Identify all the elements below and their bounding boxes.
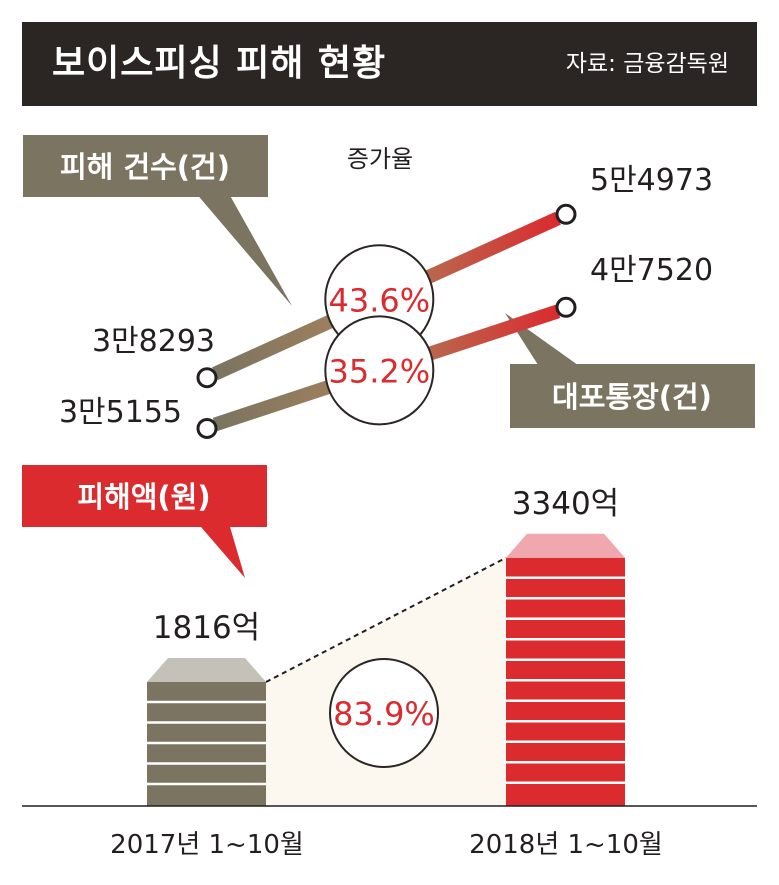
bar-value-label-2017: 1816억 bbox=[153, 610, 260, 646]
x-tick-2018: 2018년 1~10월 bbox=[469, 830, 663, 860]
point-case-count-2017 bbox=[196, 367, 218, 389]
x-tick-2017: 2017년 1~10월 bbox=[110, 830, 304, 860]
callout-damage-amount: 피해액(원) bbox=[22, 465, 267, 578]
point-bank-accounts-2017 bbox=[196, 417, 218, 439]
callout-case-count: 피해 건수(건) bbox=[23, 135, 292, 306]
bar-2018 bbox=[506, 533, 625, 806]
chart-header: 보이스피싱 피해 현황 자료: 금융감독원 bbox=[22, 22, 757, 106]
growth-connector bbox=[265, 556, 507, 683]
chart-title: 보이스피싱 피해 현황 bbox=[52, 43, 387, 84]
point-case-count-2018 bbox=[555, 203, 577, 225]
growth-value-case-count: 43.6% bbox=[328, 281, 430, 319]
growth-value-bank-accounts: 35.2% bbox=[328, 352, 430, 390]
value-label-bank-accounts-2018: 4만7520 bbox=[590, 253, 713, 288]
value-label-case-count-2017: 3만8293 bbox=[92, 324, 215, 359]
source-note: 자료: 금융감독원 bbox=[565, 51, 729, 77]
legend-damage-amount: 피해액(원) bbox=[77, 480, 210, 514]
legend-bank-accounts: 대포통장(건) bbox=[552, 380, 712, 414]
growth-badge-bank-accounts: 35.2% bbox=[324, 315, 435, 426]
callout-bank-accounts: 대포통장(건) bbox=[505, 313, 755, 428]
legend-case-count: 피해 건수(건) bbox=[60, 150, 230, 184]
bar-2017 bbox=[147, 657, 266, 806]
point-bank-accounts-2018 bbox=[555, 296, 577, 318]
value-label-bank-accounts-2017: 3만5155 bbox=[59, 395, 182, 430]
growth-badge-damage-amount: 83.9% bbox=[329, 658, 439, 768]
growth-value-damage-amount: 83.9% bbox=[333, 695, 435, 733]
bar-value-label-2018: 3340억 bbox=[512, 486, 619, 522]
growth-caption: 증가율 bbox=[347, 145, 413, 173]
value-label-case-count-2018: 5만4973 bbox=[590, 163, 713, 198]
